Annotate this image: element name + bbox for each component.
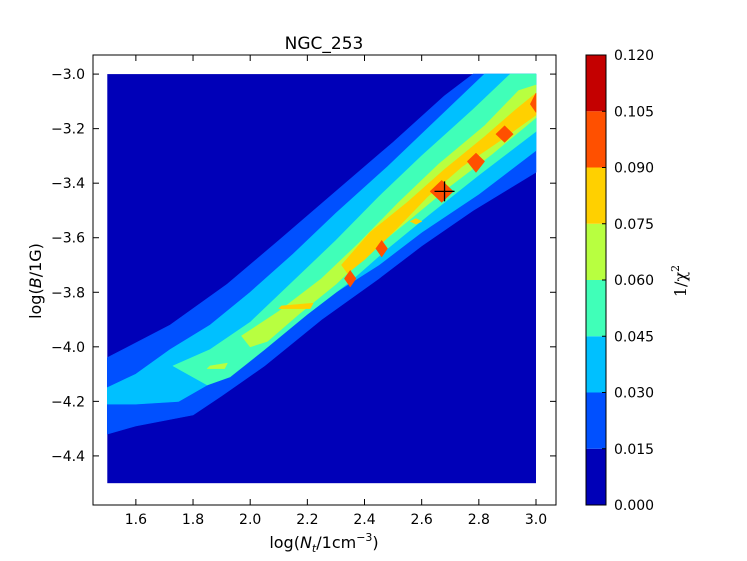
x-tick-label: 1.6 — [125, 512, 147, 528]
y-tick-label: −3.0 — [51, 67, 85, 83]
y-tick-label: −3.6 — [51, 231, 85, 247]
contour-band-13 — [529, 92, 537, 113]
colorbar-tick-label: 0.105 — [614, 104, 654, 120]
y-tick-label: −3.4 — [51, 176, 85, 192]
colorbar-segment-5 — [586, 167, 606, 224]
chart-title: NGC_253 — [285, 34, 364, 54]
colorbar-segment-2 — [586, 336, 606, 393]
y-axis-title: log(B/1G) — [26, 243, 45, 319]
colorbar-segment-7 — [586, 55, 606, 112]
x-tick-label: 2.8 — [468, 512, 490, 528]
colorbar: 0.000 0.015 0.030 0.045 0.060 0.075 0.090 0.105… — [585, 48, 654, 514]
y-tick-label: −3.2 — [51, 122, 85, 138]
contour-band-6 — [278, 302, 314, 309]
colorbar-tick-label: 0.090 — [614, 161, 654, 177]
x-tick-label: 2.0 — [239, 512, 261, 528]
colorbar-tick-label: 0.045 — [614, 329, 654, 345]
contour-band-9 — [375, 240, 388, 258]
x-tick-label: 1.8 — [182, 512, 204, 528]
colorbar-segment-6 — [586, 111, 606, 168]
y-tick-label: −4.2 — [51, 394, 85, 410]
y-tick-label: −4.0 — [51, 340, 85, 356]
colorbar-tick-label: 0.060 — [614, 273, 654, 289]
x-tick-label: 3.0 — [525, 512, 547, 528]
plot-area — [92, 54, 557, 506]
y-axis: −3.0 −3.2 −3.4 −3.6 −3.8 −4.0 −4.2 −4.4 — [51, 67, 556, 465]
colorbar-tick-label: 0.120 — [614, 48, 654, 64]
x-tick-label: 2.4 — [353, 512, 375, 528]
colorbar-tick-label: 0.030 — [614, 386, 654, 402]
contour-band-5 — [207, 362, 228, 369]
contour-band-3 — [241, 84, 537, 348]
contour-band-7 — [409, 218, 423, 225]
colorbar-tick-label: 0.015 — [614, 442, 654, 458]
colorbar-label: 1/χ2 — [669, 265, 690, 297]
contour-band-8 — [344, 270, 357, 288]
x-axis: 1.6 1.8 2.0 2.2 2.4 2.6 2.8 3.0 — [125, 55, 547, 528]
x-axis-title: log(Nt/1cm−3) — [269, 531, 378, 555]
y-tick-label: −3.8 — [51, 285, 85, 301]
y-tick-label: −4.4 — [51, 449, 85, 465]
colorbar-segment-3 — [586, 280, 606, 337]
x-tick-label: 2.6 — [411, 512, 433, 528]
contour-band-11 — [467, 152, 485, 173]
colorbar-segment-4 — [586, 223, 606, 280]
colorbar-tick-label: 0.000 — [614, 498, 654, 514]
plot-frame — [92, 54, 557, 506]
colorbar-segment-1 — [586, 392, 606, 449]
x-tick-label: 2.2 — [296, 512, 318, 528]
colorbar-tick-label: 0.075 — [614, 217, 654, 233]
contour-band-12 — [495, 125, 514, 143]
colorbar-segment-0 — [586, 448, 606, 505]
